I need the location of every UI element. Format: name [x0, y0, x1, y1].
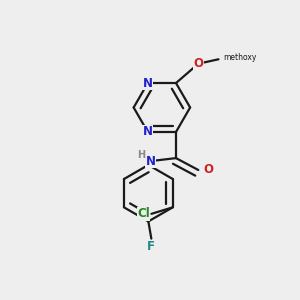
Text: N: N: [143, 76, 153, 89]
Text: H: H: [137, 149, 145, 160]
Text: O: O: [204, 164, 214, 176]
Text: N: N: [146, 154, 156, 168]
Text: O: O: [193, 57, 203, 70]
Text: Cl: Cl: [137, 207, 150, 220]
Text: F: F: [147, 240, 155, 253]
Text: methoxy: methoxy: [223, 53, 256, 62]
Text: N: N: [143, 125, 153, 139]
